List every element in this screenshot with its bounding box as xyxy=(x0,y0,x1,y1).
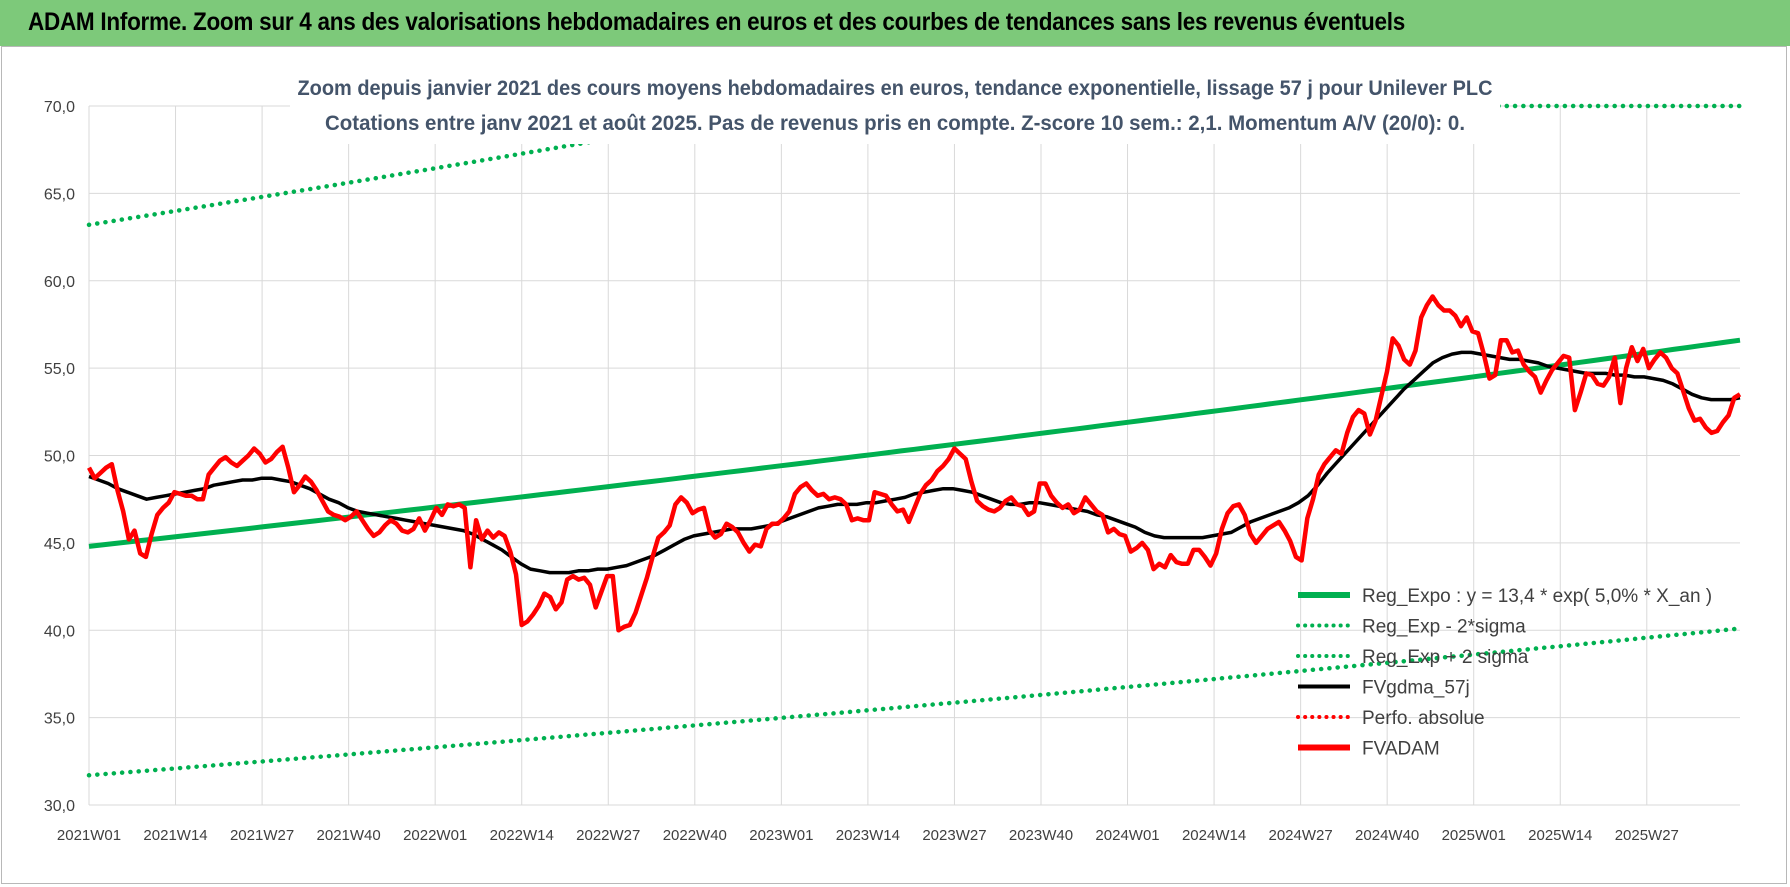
y-tick-label: 70,0 xyxy=(44,99,75,116)
x-tick-label: 2021W40 xyxy=(317,827,381,844)
grid-lines xyxy=(88,105,1740,806)
y-tick-label: 35,0 xyxy=(44,711,75,728)
series-fvgdma-57j xyxy=(88,350,1741,575)
chart-title-line-2: Cotations entre janv 2021 et août 2025. … xyxy=(325,112,1465,135)
y-tick-label: 50,0 xyxy=(44,449,75,466)
legend-label: FVADAM xyxy=(1362,739,1440,760)
x-tick-label: 2023W40 xyxy=(1009,827,1073,844)
series-layer xyxy=(86,103,1743,778)
x-tick-label: 2022W27 xyxy=(576,827,640,844)
x-tick-label: 2024W14 xyxy=(1182,827,1246,844)
y-axis: 30,0 35,0 40,0 45,0 50,0 55,0 60,0 65,0 70,0 xyxy=(44,99,75,815)
x-tick-label: 2021W14 xyxy=(143,827,207,844)
legend-label: Perfo. absolue xyxy=(1362,708,1485,729)
x-axis: 2021W01 2021W14 2021W27 2021W40 2022W01 2022W… xyxy=(57,827,1679,844)
x-tick-label: 2025W14 xyxy=(1528,827,1592,844)
x-tick-label: 2024W01 xyxy=(1095,827,1159,844)
y-tick-label: 65,0 xyxy=(44,186,75,203)
x-tick-label: 2022W14 xyxy=(490,827,554,844)
chart-title-line-1: Zoom depuis janvier 2021 des cours moyen… xyxy=(298,77,1493,100)
x-tick-label: 2024W27 xyxy=(1269,827,1333,844)
legend-label: Reg_Expo : y = 13,4 * exp( 5,0% * X_an ) xyxy=(1362,586,1712,607)
x-tick-label: 2021W27 xyxy=(230,827,294,844)
legend-label: Reg_Exp - 2*sigma xyxy=(1362,617,1526,638)
x-tick-label: 2021W01 xyxy=(57,827,121,844)
y-tick-label: 55,0 xyxy=(44,361,75,378)
header-title: ADAM Informe. Zoom sur 4 ans des valoris… xyxy=(28,8,1405,36)
y-tick-label: 60,0 xyxy=(44,274,75,291)
series-fvadam xyxy=(87,294,1742,633)
x-tick-label: 2023W01 xyxy=(749,827,813,844)
x-tick-label: 2023W27 xyxy=(922,827,986,844)
x-tick-label: 2025W01 xyxy=(1442,827,1506,844)
x-tick-label: 2022W40 xyxy=(663,827,727,844)
series-reg-minus-2sigma xyxy=(86,626,1743,778)
legend: Reg_Expo : y = 13,4 * exp( 5,0% * X_an )… xyxy=(1296,586,1712,760)
x-tick-label: 2023W14 xyxy=(836,827,900,844)
x-tick-label: 2022W01 xyxy=(403,827,467,844)
x-tick-label: 2025W27 xyxy=(1615,827,1679,844)
x-tick-label: 2024W40 xyxy=(1355,827,1419,844)
series-reg-expo xyxy=(88,337,1741,549)
legend-label: Reg_Exp + 2 sigma xyxy=(1362,647,1529,668)
title-background xyxy=(290,66,1500,144)
header-bar: ADAM Informe. Zoom sur 4 ans des valoris… xyxy=(0,0,1790,46)
chart-frame xyxy=(1,46,1787,884)
y-tick-label: 30,0 xyxy=(44,798,75,815)
legend-label: FVgdma_57j xyxy=(1362,678,1470,699)
y-tick-label: 40,0 xyxy=(44,623,75,640)
y-tick-label: 45,0 xyxy=(44,536,75,553)
